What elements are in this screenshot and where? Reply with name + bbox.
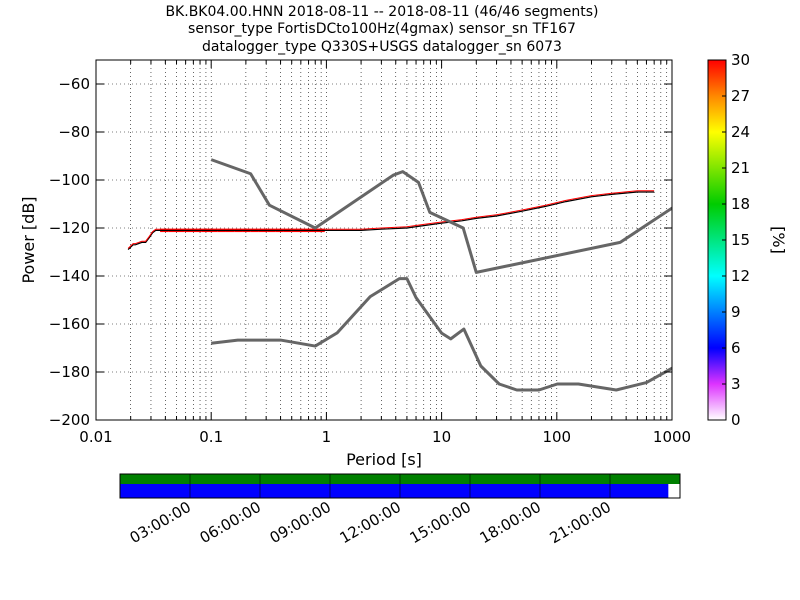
y-tick-label: −120 bbox=[49, 219, 90, 237]
colorbar-label: [%] bbox=[769, 226, 788, 254]
x-tick-label: 100 bbox=[542, 428, 571, 446]
colorbar-tick-label: 6 bbox=[731, 339, 741, 357]
title-line-3: datalogger_type Q330S+USGS datalogger_sn… bbox=[202, 39, 562, 55]
title-line-2: sensor_type FortisDCto100Hz(4gmax) senso… bbox=[188, 21, 576, 37]
x-tick-label: 1000 bbox=[653, 428, 691, 446]
availability-bar-psd bbox=[120, 484, 669, 498]
x-axis-label: Period [s] bbox=[346, 450, 422, 469]
plot-area bbox=[96, 60, 672, 420]
x-tick-label: 0.1 bbox=[199, 428, 223, 446]
x-tick-label: 10 bbox=[432, 428, 451, 446]
colorbar-tick-label: 27 bbox=[731, 87, 750, 105]
colorbar: 0 3 6 9 12 15 18 21 24 27 30 [%] bbox=[707, 51, 788, 429]
colorbar-tick-label: 9 bbox=[731, 303, 741, 321]
noise-models bbox=[210, 158, 672, 392]
noise-model-nlnm bbox=[211, 277, 672, 392]
y-tick-label: −160 bbox=[49, 315, 90, 333]
colorbar-tick-label: 15 bbox=[731, 231, 750, 249]
y-axis-label: Power [dB] bbox=[19, 196, 38, 283]
colorbar-ticks: 0 3 6 9 12 15 18 21 24 27 30 bbox=[722, 51, 750, 429]
y-tick-label: −140 bbox=[49, 267, 90, 285]
x-axis: 0.01 0.1 1 10 100 1000 bbox=[79, 60, 691, 446]
data-availability-bar: 03:00:00 06:00:00 09:00:00 12:00:00 15:00:00… bbox=[119, 473, 681, 547]
mode-line-highlight bbox=[127, 190, 655, 249]
time-tick-label: 09:00:00 bbox=[267, 498, 334, 547]
time-tick-label: 15:00:00 bbox=[407, 498, 474, 547]
chart-title: BK.BK04.00.HNN 2018-08-11 -- 2018-08-11 … bbox=[165, 4, 598, 55]
y-axis: −200 −180 −160 −140 −120 −100 −80 −60 bbox=[49, 75, 672, 429]
grid bbox=[96, 60, 672, 421]
colorbar-tick-label: 12 bbox=[731, 267, 750, 285]
colorbar-tick-label: 3 bbox=[731, 375, 741, 393]
time-tick-label: 12:00:00 bbox=[337, 498, 404, 547]
y-tick-label: −80 bbox=[58, 123, 90, 141]
psd-mode-line bbox=[127, 190, 655, 251]
time-tick-label: 06:00:00 bbox=[197, 498, 264, 547]
time-tick-label: 18:00:00 bbox=[477, 498, 544, 547]
y-tick-label: −60 bbox=[58, 75, 90, 93]
time-tick-label: 21:00:00 bbox=[547, 498, 614, 547]
colorbar-tick-label: 30 bbox=[731, 51, 750, 69]
y-tick-label: −200 bbox=[49, 411, 90, 429]
colorbar-tick-label: 24 bbox=[731, 123, 750, 141]
y-tick-label: −180 bbox=[49, 363, 90, 381]
time-tick-label: 03:00:00 bbox=[127, 498, 194, 547]
colorbar-tick-label: 18 bbox=[731, 195, 750, 213]
plot-frame bbox=[95, 59, 673, 421]
mode-line bbox=[127, 191, 655, 251]
noise-model-nhnm bbox=[210, 158, 672, 274]
colorbar-tick-label: 0 bbox=[731, 411, 741, 429]
y-tick-label: −100 bbox=[49, 171, 90, 189]
x-tick-label: 0.01 bbox=[79, 428, 112, 446]
title-line-1: BK.BK04.00.HNN 2018-08-11 -- 2018-08-11 … bbox=[165, 4, 598, 20]
x-tick-label: 1 bbox=[322, 428, 332, 446]
colorbar-tick-label: 21 bbox=[731, 159, 750, 177]
